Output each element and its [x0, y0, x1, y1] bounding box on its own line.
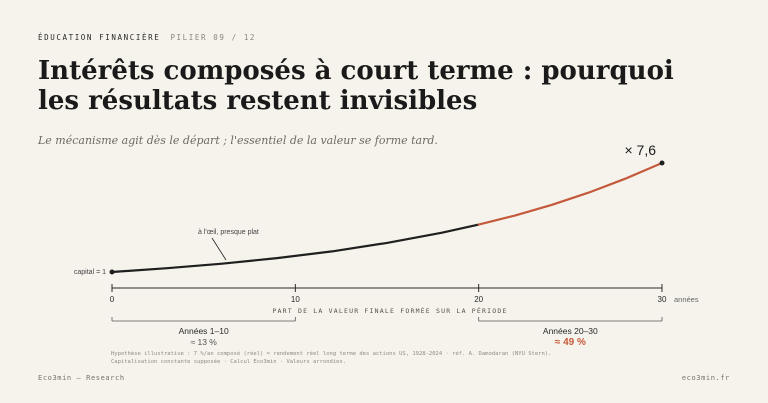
band-period: Années 1–10 [178, 326, 229, 336]
end-annotation: × 7,6 [624, 142, 656, 158]
band-share: ≈ 13 % [190, 337, 217, 347]
period-bands [111, 317, 663, 322]
x-axis: 0 10 20 30 années PART DE LA VALEUR FINALE FO… [110, 284, 699, 315]
band-label: Années 1–10 ≈ 13 % [144, 326, 264, 348]
flat-annotation-leader [211, 237, 227, 261]
x-tick-label: 30 [658, 295, 667, 304]
footnote-line-2: Capitalisation constante supposée · Calc… [111, 359, 347, 365]
footer-url[interactable]: eco3min.fr [681, 374, 730, 382]
band-share: ≈ 49 % [554, 337, 586, 348]
series-line-late [477, 161, 664, 226]
series-line-early [110, 223, 480, 274]
start-annotation: capital = 1 [74, 269, 106, 276]
x-axis-unit: années [674, 295, 699, 304]
x-axis-label: PART DE LA VALEUR FINALE FORMÉE SUR LA P… [272, 306, 507, 315]
end-point [659, 160, 665, 166]
curve-layer [109, 160, 665, 275]
x-tick-label: 20 [474, 295, 483, 304]
band-label: Années 20–30 ≈ 49 % [510, 326, 630, 348]
eyebrow: ÉDUCATION FINANCIÈRE PILIER 09 / 12 [38, 33, 256, 42]
footer-brand: Eco3min — Research [38, 374, 125, 382]
footnote: Hypothèse illustrative : 7 %/an composé … [111, 350, 671, 366]
start-point [109, 269, 115, 275]
eyebrow-meta: PILIER 09 / 12 [170, 33, 257, 42]
flat-annotation: à l'œil, presque plat [198, 229, 259, 236]
band-period: Années 20–30 [542, 326, 598, 336]
eyebrow-category: ÉDUCATION FINANCIÈRE [38, 33, 161, 42]
annotations: capital = 1 à l'œil, presque plat × 7,6 [74, 142, 656, 276]
footnote-line-1: Hypothèse illustrative : 7 %/an composé … [111, 351, 552, 357]
x-tick-label: 10 [291, 295, 300, 304]
page-subtitle: Le mécanisme agit dès le départ ; l'esse… [38, 134, 438, 147]
x-tick-label: 0 [110, 295, 115, 304]
page-title: Intérêts composés à court terme : pourqu… [38, 56, 674, 116]
